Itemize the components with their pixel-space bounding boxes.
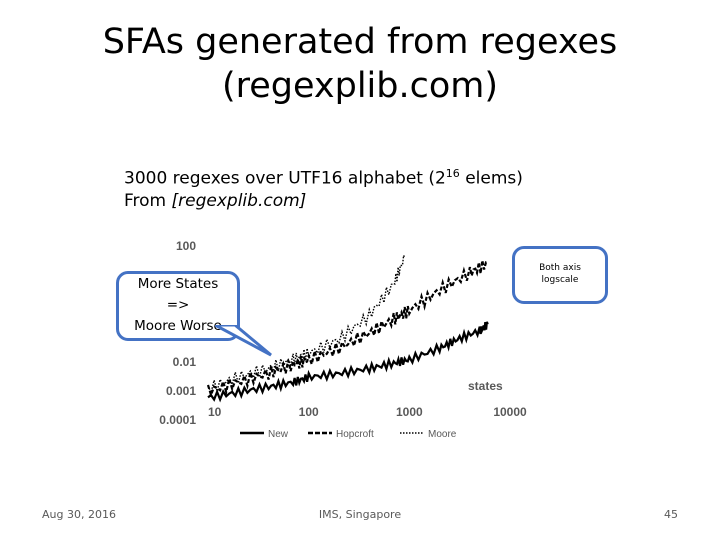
bullet-1-text: 3000 regexes over UTF16 alphabet (2 [124, 168, 446, 189]
callout-right-line-1: Both axis [539, 263, 581, 273]
legend-moore: Moore [428, 429, 457, 440]
callout-logscale: Both axis logscale [512, 246, 608, 304]
slide-body: 3000 regexes over UTF16 alphabet (216 el… [124, 163, 523, 212]
title-line-1: SFAs generated from regexes [102, 22, 618, 62]
callout-pointer [215, 325, 272, 357]
bullet-regex-count: 3000 regexes over UTF16 alphabet (216 el… [124, 163, 523, 190]
title-line-2: (regexplib.com) [221, 66, 499, 106]
bullet-1-text-end: elems) [459, 168, 523, 189]
series-line-hopcroft [206, 260, 489, 399]
bullet-source: From [regexplib.com] [124, 190, 523, 212]
y-tick-label: 100 [176, 239, 196, 253]
x-axis-label: states [468, 379, 503, 393]
series-line-moore [207, 253, 406, 396]
x-tick-label: 10000 [493, 405, 527, 419]
callout-left-line-1: More States [137, 276, 219, 292]
legend-new: New [268, 429, 289, 440]
x-tick-label: 100 [299, 405, 319, 419]
footer-venue: IMS, Singapore [318, 508, 402, 521]
bullet-2-citation: [regexplib.com] [171, 190, 307, 211]
bullet-1-superscript: 16 [445, 167, 460, 180]
bullet-2-text: From [124, 190, 172, 211]
callout-left-line-3: Moore Worse [134, 318, 222, 334]
chart-legend: New Hopcroft Moore [240, 429, 457, 440]
series-line-new [207, 321, 489, 403]
footer-page-number: 45 [664, 508, 678, 521]
x-tick-label: 10 [208, 405, 222, 419]
y-tick-label: 0.01 [173, 355, 197, 369]
callout-more-states: More States => Moore Worse [116, 271, 240, 341]
footer-date: Aug 30, 2016 [42, 508, 116, 521]
callout-right-line-2: logscale [541, 275, 579, 285]
legend-hopcroft: Hopcroft [336, 429, 374, 440]
plot-area: 10 100 1000 10000 100 0.01 0.001 0.0001 [159, 239, 527, 427]
slide-title: SFAs generated from regexes (regexplib.c… [0, 20, 720, 108]
y-tick-label: 0.001 [166, 384, 196, 398]
y-tick-label: 0.0001 [159, 413, 196, 427]
callout-left-line-2: => [166, 297, 190, 313]
x-tick-label: 1000 [396, 405, 423, 419]
